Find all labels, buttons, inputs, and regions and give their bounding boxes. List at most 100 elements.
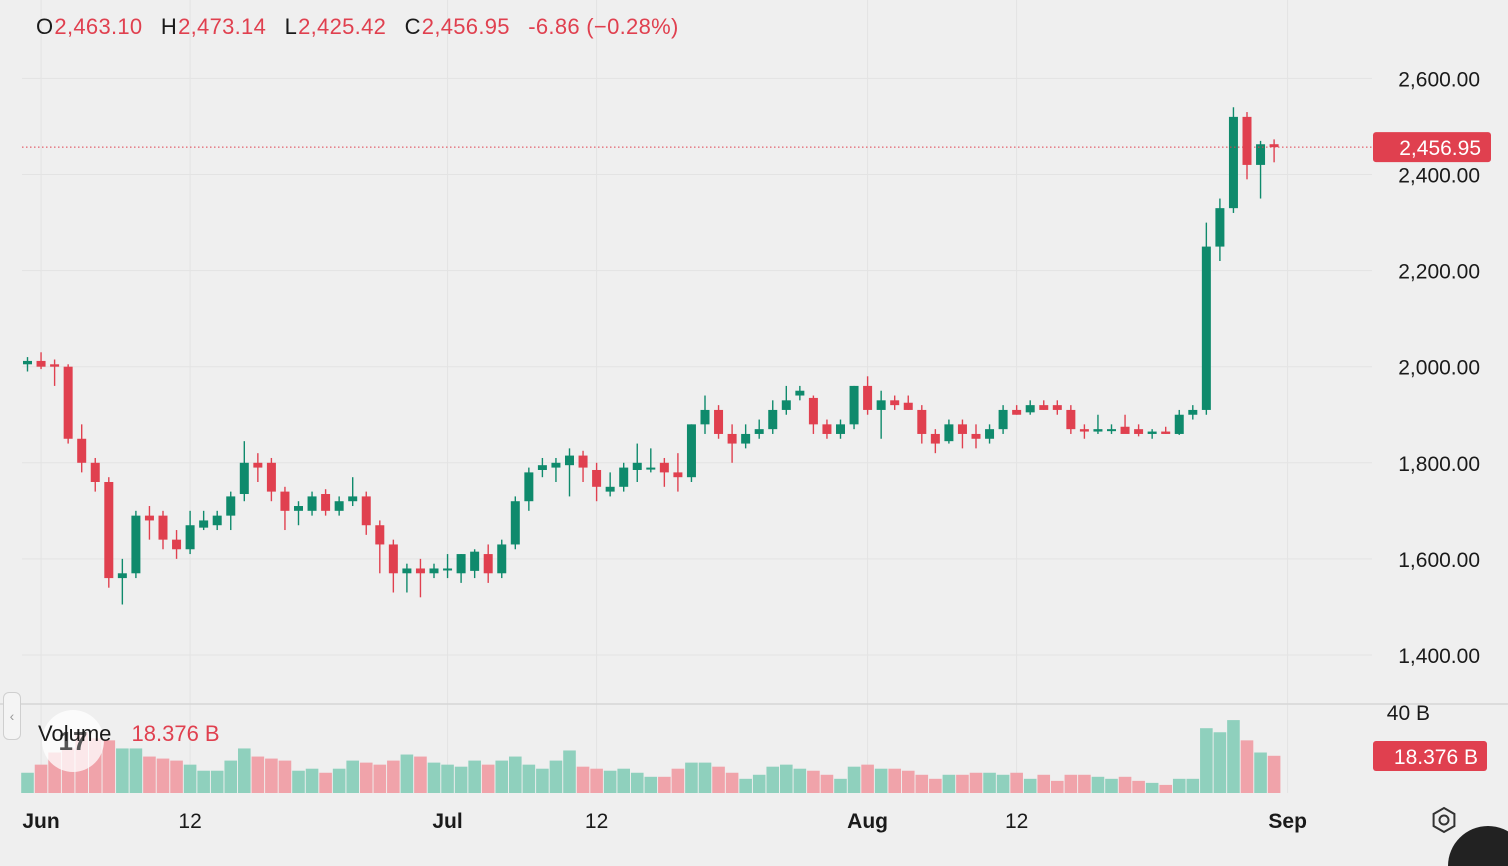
volume-bar xyxy=(1118,776,1132,793)
volume-bar xyxy=(468,760,481,793)
volume-bar xyxy=(197,770,210,793)
candle-body xyxy=(361,496,371,526)
price-tick-label: 2,600.00 xyxy=(1398,68,1480,91)
volume-bar xyxy=(996,774,1010,793)
candles xyxy=(23,107,1279,605)
volume-bar xyxy=(265,758,278,793)
volume-max-label: 40 B xyxy=(1387,702,1430,725)
candle-body xyxy=(402,568,412,574)
tradingview-logo[interactable]: 17 xyxy=(42,710,104,772)
last-volume-badge xyxy=(1373,741,1487,771)
volume-bar xyxy=(1023,778,1037,793)
candle-body xyxy=(1066,409,1076,430)
volume-bar xyxy=(387,760,400,793)
volume-bar xyxy=(319,772,332,793)
time-tick-label: 12 xyxy=(1005,810,1028,833)
candle-body xyxy=(348,496,358,502)
candle-body xyxy=(1093,429,1103,432)
volume-bar xyxy=(983,772,996,793)
candle-body xyxy=(1215,208,1225,247)
candle-body xyxy=(226,496,236,516)
volume-bar xyxy=(820,774,834,793)
candle-body xyxy=(1188,409,1198,415)
time-tick-label: Jun xyxy=(22,810,59,833)
candle-body xyxy=(90,462,100,482)
time-tick-label: Aug xyxy=(847,810,888,833)
candle-body xyxy=(876,400,886,410)
volume-bar xyxy=(630,772,644,793)
candle-body xyxy=(77,438,87,463)
volume-bar xyxy=(536,768,549,793)
volume-bar xyxy=(427,762,441,793)
volume-bar xyxy=(373,764,387,793)
candle-body xyxy=(212,515,222,526)
candle-body xyxy=(578,455,588,468)
candle-body xyxy=(470,551,480,571)
price-tick-label: 2,400.00 xyxy=(1398,165,1480,188)
time-tick-label: 12 xyxy=(178,810,201,833)
volume-bar xyxy=(1240,740,1254,793)
candle-body xyxy=(510,501,520,545)
candle-body xyxy=(307,496,317,511)
volume-bar xyxy=(712,766,725,793)
volume-bar xyxy=(807,770,820,793)
low-value: 2,425.42 xyxy=(298,14,387,39)
volume-bar xyxy=(359,762,373,793)
ohlc-legend: O2,463.10 H2,473.14 L2,425.42 C2,456.95 … xyxy=(36,14,679,40)
candle-body xyxy=(659,462,669,473)
volume-bar xyxy=(1105,778,1118,793)
price-tick-label: 1,400.00 xyxy=(1398,645,1480,668)
settings-icon[interactable] xyxy=(1430,806,1458,834)
candle-body xyxy=(565,455,574,466)
volume-bar xyxy=(847,766,861,793)
volume-bar xyxy=(305,768,319,793)
candle-body xyxy=(768,409,778,430)
candle-body xyxy=(673,472,683,478)
candle-body xyxy=(605,486,615,492)
open-value: 2,463.10 xyxy=(54,14,143,39)
candle-body xyxy=(158,515,168,540)
volume-bar xyxy=(725,772,739,793)
last-volume-label: 18.376 B xyxy=(1394,746,1478,769)
volume-bar xyxy=(129,748,143,793)
candle-body xyxy=(727,433,737,444)
volume-bar xyxy=(1159,784,1172,793)
chevron-left-icon[interactable]: ‹ xyxy=(3,692,21,740)
volume-bar xyxy=(238,748,251,793)
candle-body xyxy=(483,554,493,574)
volume-legend: Volume 18.376 B xyxy=(38,721,220,747)
volume-bar xyxy=(156,758,170,793)
volume-bar xyxy=(210,770,224,793)
volume-bar xyxy=(170,760,183,793)
candle-body xyxy=(592,469,602,487)
candle-body xyxy=(415,568,425,574)
high-label: H xyxy=(160,14,178,39)
candle-body xyxy=(714,409,724,434)
candle-body xyxy=(1039,405,1049,410)
candle-body xyxy=(808,397,818,425)
volume-bar xyxy=(481,764,495,793)
candlestick-chart-svg[interactable]: 2,456.95 18.376 B 2,600.00 2,400.00 2,200.0… xyxy=(0,0,1508,842)
candle-body xyxy=(131,515,141,574)
volume-bar xyxy=(251,756,265,793)
candle-body xyxy=(199,520,209,528)
candle-body xyxy=(903,402,913,410)
candle-body xyxy=(537,465,547,470)
candle-body xyxy=(686,424,696,478)
price-tick-label: 2,000.00 xyxy=(1398,357,1480,380)
volume-bar xyxy=(874,768,888,793)
price-tick-label: 1,600.00 xyxy=(1398,549,1480,572)
candle-body xyxy=(117,573,127,579)
candle-body xyxy=(172,539,182,550)
candle-body xyxy=(849,385,859,425)
volume-bar xyxy=(563,750,576,793)
candle-body xyxy=(375,525,385,545)
candle-body xyxy=(971,433,981,439)
volume-bar xyxy=(942,774,956,793)
volume-bar xyxy=(1064,774,1078,793)
volume-bar xyxy=(21,772,34,793)
candle-body xyxy=(551,462,561,468)
volume-bar xyxy=(969,772,983,793)
volume-bar xyxy=(224,760,238,793)
